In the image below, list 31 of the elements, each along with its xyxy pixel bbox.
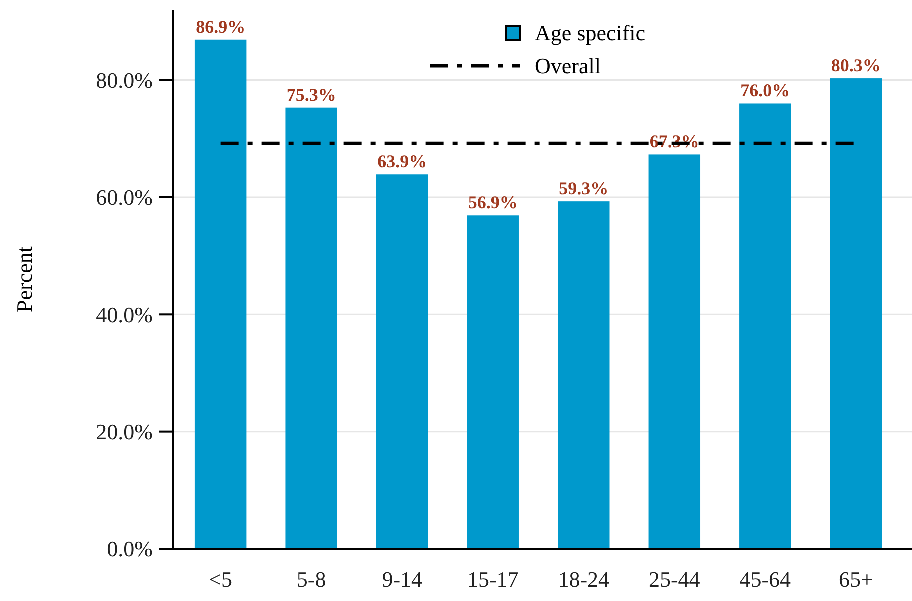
bar	[376, 174, 428, 549]
data-label: 59.3%	[559, 178, 609, 199]
bar	[286, 108, 338, 549]
data-label: 76.0%	[740, 80, 790, 101]
x-tick-label: 25-44	[648, 567, 700, 592]
data-label: 86.9%	[196, 16, 246, 37]
bar	[467, 216, 519, 549]
data-label: 80.3%	[831, 56, 881, 76]
x-tick-label: 45-64	[740, 567, 792, 592]
x-tick-label: <5	[209, 567, 233, 592]
bar	[740, 104, 792, 549]
data-label: 63.9%	[378, 152, 428, 172]
x-tick-label: 15-17	[467, 567, 519, 592]
y-tick-label: 80.0%	[96, 68, 153, 94]
x-tick-label: 65+	[838, 567, 874, 592]
y-tick-label: 20.0%	[96, 420, 153, 445]
x-tick-label: 5-8	[296, 567, 326, 592]
data-label: 75.3%	[286, 84, 336, 105]
bar	[830, 78, 882, 549]
x-tick-label: 18-24	[558, 567, 610, 592]
y-tick-label: 60.0%	[96, 185, 153, 210]
bar	[648, 154, 701, 549]
legend-label: Age specific	[535, 20, 646, 46]
bar	[194, 40, 247, 549]
legend-label: Overall	[535, 54, 601, 79]
y-tick-label: 0.0%	[107, 536, 153, 562]
data-label: 56.9%	[468, 192, 518, 213]
bar	[558, 202, 610, 549]
y-tick-label: 40.0%	[96, 302, 153, 328]
y-axis-title: Percent	[12, 246, 37, 312]
x-tick-label: 9-14	[382, 567, 423, 592]
